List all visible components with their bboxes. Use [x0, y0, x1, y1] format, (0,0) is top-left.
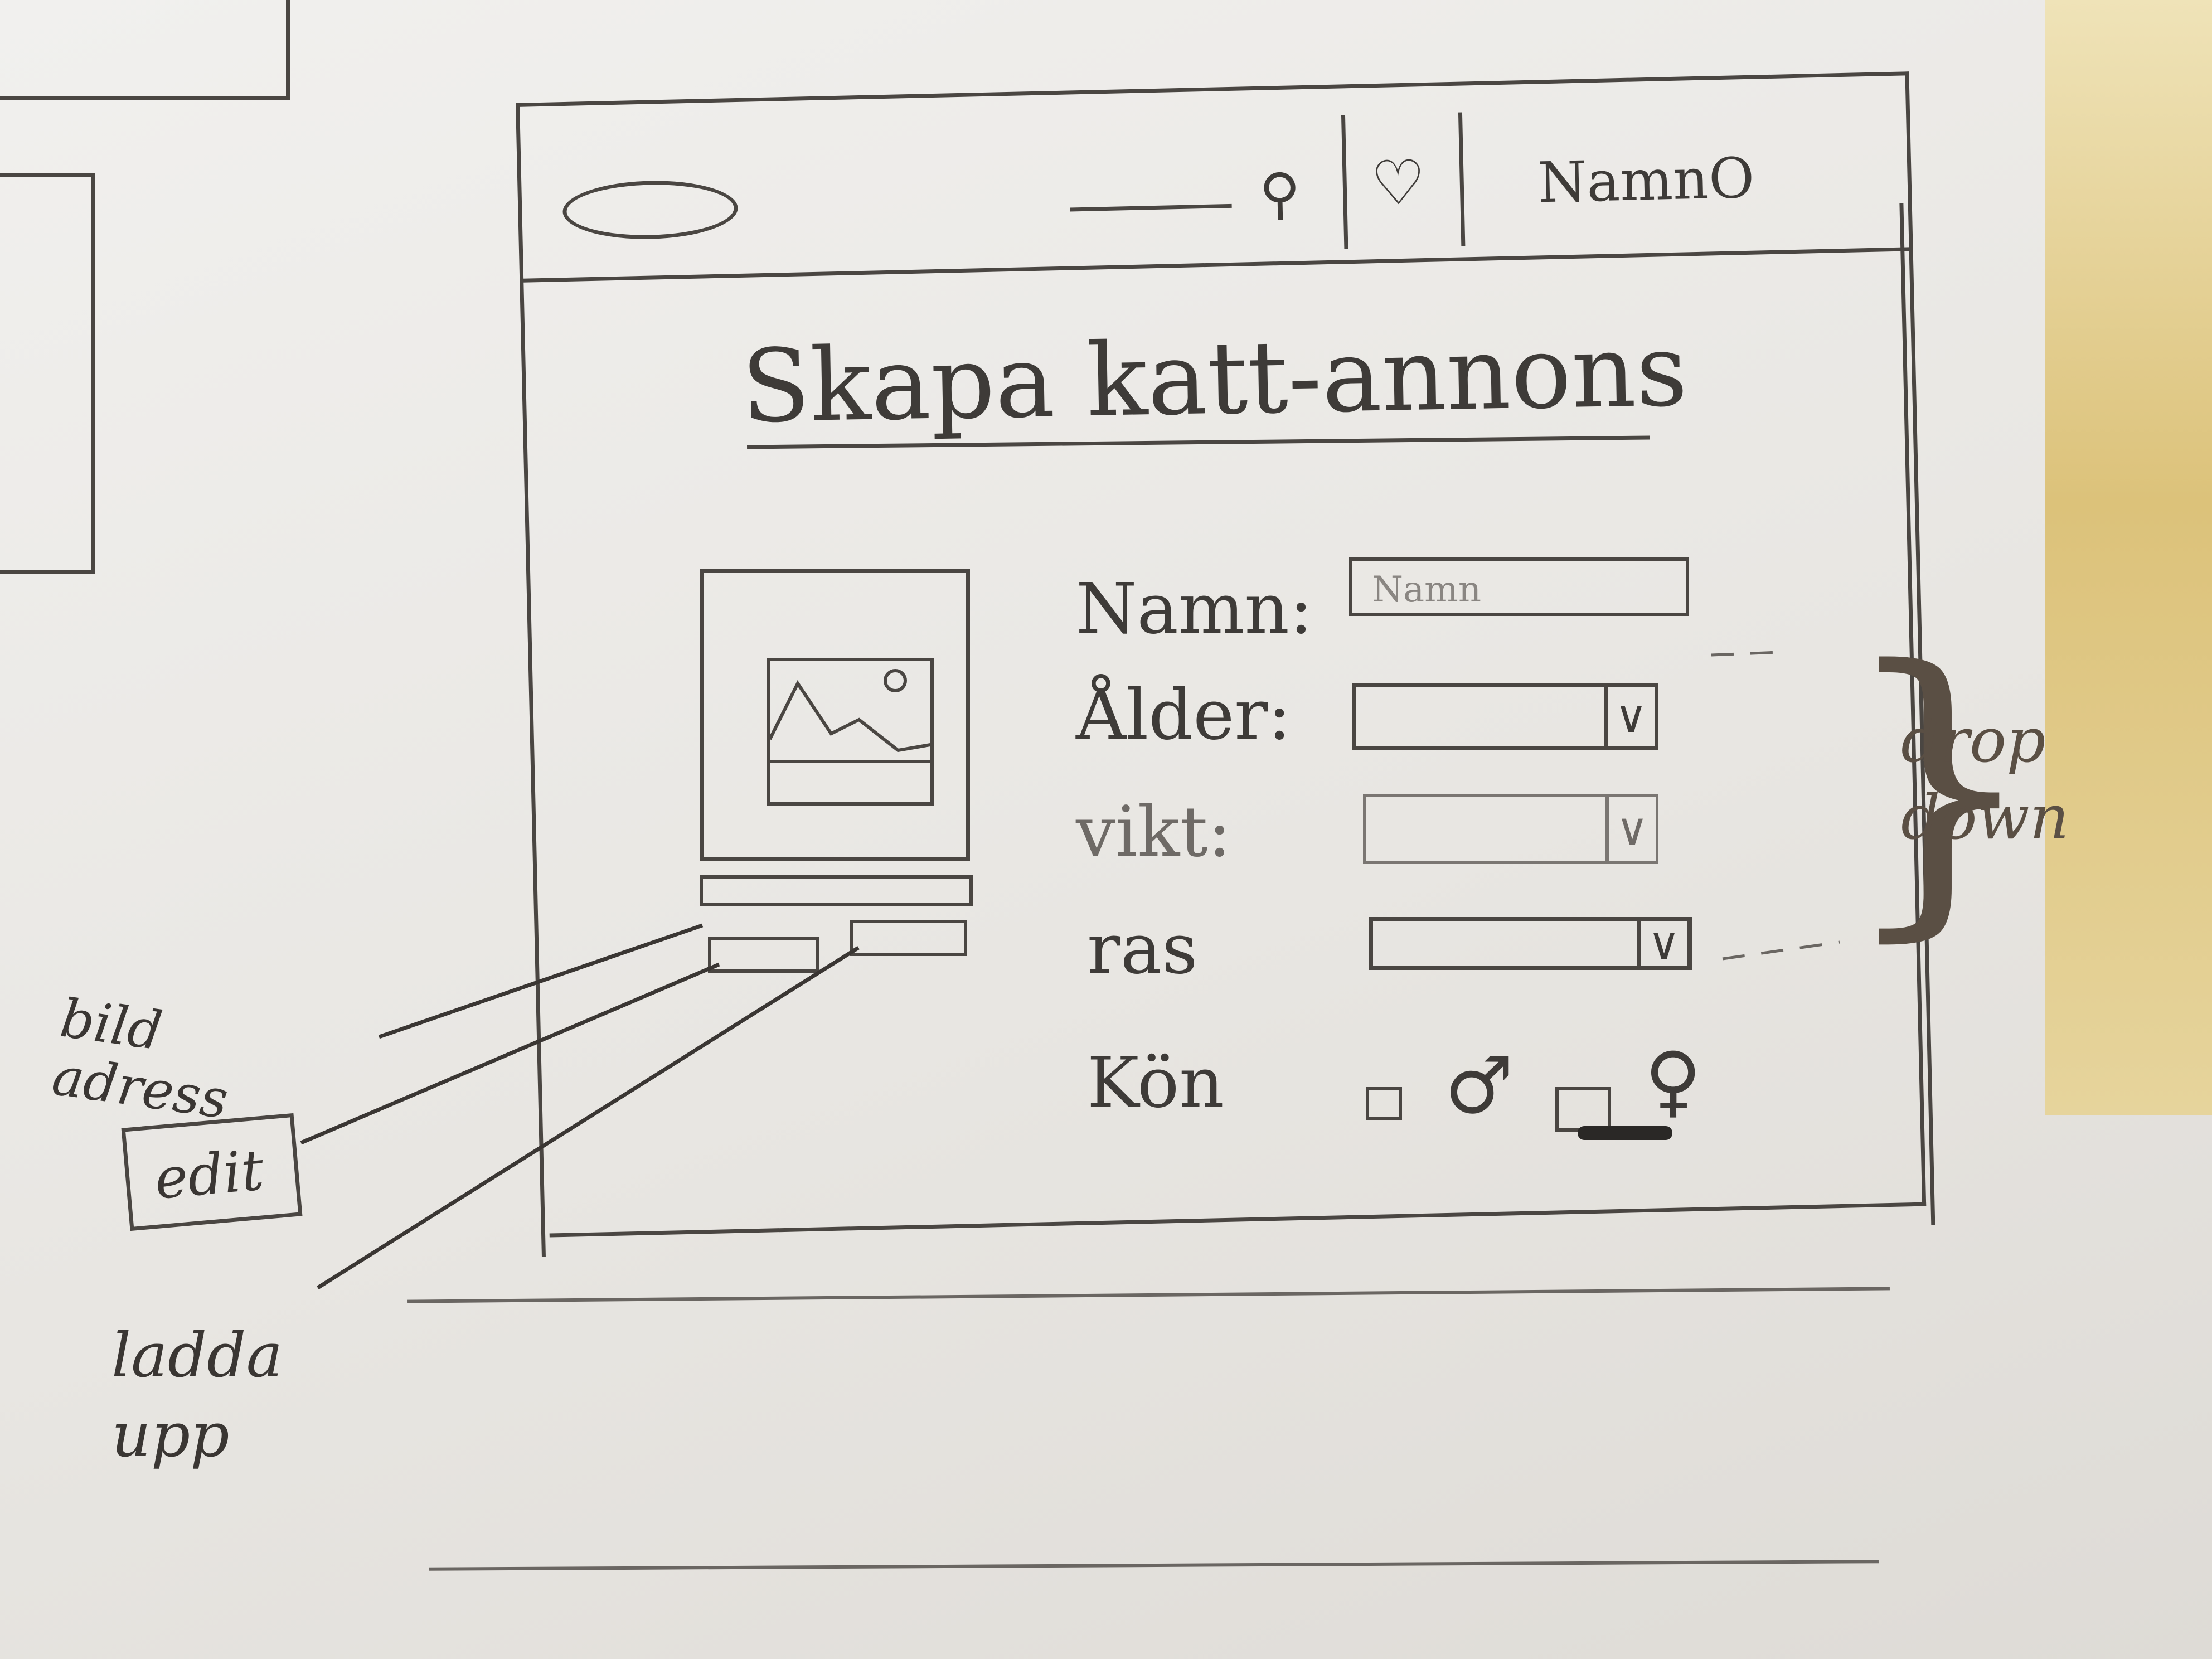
search-input[interactable] — [1070, 203, 1232, 212]
age-label: Ålder: — [1076, 675, 1292, 755]
logo[interactable] — [562, 179, 739, 241]
breed-dropdown[interactable]: ∨ — [1369, 917, 1692, 970]
age-dropdown[interactable]: ∨ — [1352, 683, 1658, 750]
header-divider — [1341, 115, 1348, 249]
gender-female-checkbox[interactable] — [1555, 1087, 1611, 1132]
gender-label: Kön — [1087, 1042, 1224, 1123]
name-label: Namn: — [1076, 569, 1313, 649]
image-icon — [767, 658, 934, 806]
weight-dropdown[interactable]: ∨ — [1363, 794, 1658, 864]
user-name[interactable]: NamnO — [1537, 145, 1755, 216]
dropdown-note: drop down — [1901, 705, 2069, 853]
edit-note: edit — [152, 1137, 266, 1212]
ink-smudge — [1578, 1126, 1672, 1140]
image-address-input[interactable] — [700, 875, 973, 906]
chevron-down-icon: ∨ — [1604, 687, 1655, 746]
weight-label: vikt: — [1076, 792, 1231, 872]
adjacent-sketch-top — [0, 0, 290, 100]
upload-button[interactable] — [850, 920, 967, 956]
chevron-down-icon: ∨ — [1637, 918, 1687, 969]
landscape-icon — [768, 669, 931, 763]
adjacent-sketch-left — [0, 173, 95, 574]
name-input[interactable]: Namn — [1349, 557, 1689, 616]
breed-label: ras — [1087, 909, 1198, 989]
heart-icon[interactable]: ♡ — [1370, 147, 1427, 220]
chevron-down-icon: ∨ — [1605, 797, 1656, 861]
gender-male-checkbox[interactable] — [1366, 1087, 1402, 1120]
image-preview — [700, 569, 970, 861]
app-header: ⚲ ♡ NamnO — [516, 69, 1913, 283]
search-icon[interactable]: ⚲ — [1258, 161, 1301, 227]
edit-button[interactable] — [708, 937, 819, 973]
upload-note: ladda upp — [111, 1320, 283, 1471]
page-title: Skapa katt-annons — [740, 312, 1689, 445]
header-divider — [1458, 112, 1466, 246]
male-icon: ♂ — [1444, 1041, 1514, 1132]
table-surface — [2045, 0, 2212, 1115]
edit-note-box: edit — [121, 1113, 303, 1231]
dropdown-brace: } — [1840, 604, 2039, 968]
female-icon: ♀ — [1645, 1036, 1702, 1127]
